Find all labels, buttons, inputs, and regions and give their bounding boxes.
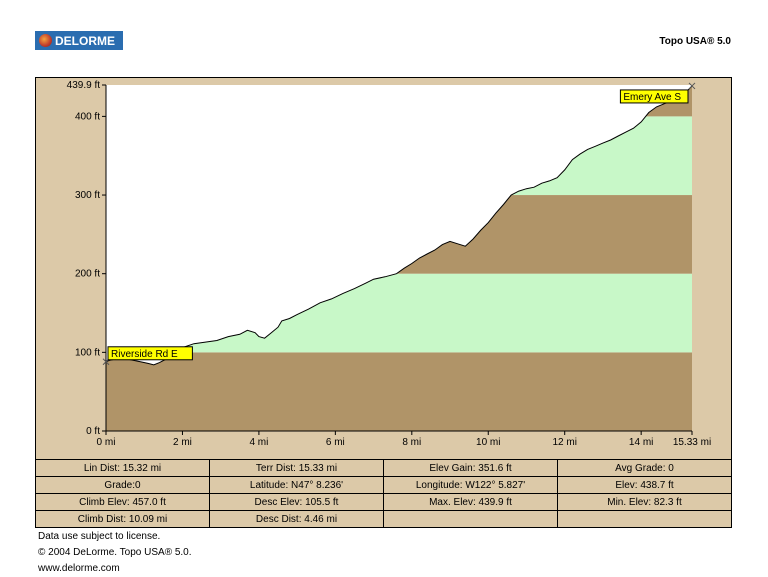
stats-table: Lin Dist: 15.32 mi Terr Dist: 15.33 mi E…	[35, 459, 732, 528]
stat-lin-dist: Lin Dist: 15.32 mi	[35, 459, 210, 477]
waypoint-label-box	[107, 346, 193, 361]
stats-row: Grade:0 Latitude: N47° 8.236' Longitude:…	[35, 476, 732, 494]
stat-latitude: Latitude: N47° 8.236'	[209, 476, 384, 494]
stats-row: Climb Elev: 457.0 ft Desc Elev: 105.5 ft…	[35, 493, 732, 511]
profile-svg: 0 ft 100 ft 200 ft 300 ft 400 ft 439.9 ft 0 mi…	[67, 80, 712, 448]
footer-copyright: © 2004 DeLorme. Topo USA® 5.0.	[38, 547, 192, 558]
waypoint-marker	[688, 82, 696, 90]
x-tick-label: 4 mi	[249, 437, 268, 448]
stat-elev-gain: Elev Gain: 351.6 ft	[383, 459, 558, 477]
y-tick-label: 200 ft	[75, 269, 100, 280]
stat-elev: Elev: 438.7 ft	[557, 476, 732, 494]
stat-empty	[383, 510, 558, 528]
stat-avg-grade: Avg Grade: 0	[557, 459, 732, 477]
globe-icon	[39, 34, 52, 47]
y-tick-label: 439.9 ft	[67, 80, 101, 91]
x-tick-label: 2 mi	[173, 437, 192, 448]
stat-climb-dist: Climb Dist: 10.09 mi	[35, 510, 210, 528]
x-tick-label: 8 mi	[402, 437, 421, 448]
stat-desc-dist: Desc Dist: 4.46 mi	[209, 510, 384, 528]
x-tick-label: 12 mi	[552, 437, 576, 448]
x-tick-label: 0 mi	[97, 437, 116, 448]
elevation-band	[106, 352, 692, 431]
waypoint-label: Emery Ave S	[623, 92, 681, 103]
stat-longitude: Longitude: W122° 5.827'	[383, 476, 558, 494]
stats-row: Climb Dist: 10.09 mi Desc Dist: 4.46 mi	[35, 510, 732, 528]
x-tick-label: 14 mi	[629, 437, 653, 448]
stats-row: Lin Dist: 15.32 mi Terr Dist: 15.33 mi E…	[35, 459, 732, 477]
waypoint-label: Riverside Rd E	[111, 349, 178, 360]
x-tick-label: 15.33 mi	[673, 437, 711, 448]
y-tick-label: 100 ft	[75, 347, 100, 358]
stat-desc-elev: Desc Elev: 105.5 ft	[209, 493, 384, 511]
logo-text: DELORME	[55, 33, 115, 48]
x-tick-label: 6 mi	[326, 437, 345, 448]
elevation-profile-line	[105, 85, 693, 366]
stat-empty	[557, 510, 732, 528]
y-tick-label: 0 ft	[86, 426, 100, 437]
waypoint-label-box	[619, 89, 689, 104]
x-tick-label: 10 mi	[476, 437, 500, 448]
app-title: Topo USA® 5.0	[659, 36, 731, 47]
footer-website[interactable]: www.delorme.com	[38, 563, 120, 574]
delorme-logo: DELORME	[35, 31, 123, 50]
stat-max-elev: Max. Elev: 439.9 ft	[383, 493, 558, 511]
y-tick-label: 300 ft	[75, 190, 100, 201]
stat-min-elev: Min. Elev: 82.3 ft	[557, 493, 732, 511]
stat-grade: Grade:0	[35, 476, 210, 494]
footer-license: Data use subject to license.	[38, 531, 161, 542]
stat-climb-elev: Climb Elev: 457.0 ft	[35, 493, 210, 511]
elevation-profile-chart: 0 ft 100 ft 200 ft 300 ft 400 ft 439.9 ft 0 mi…	[35, 77, 732, 460]
y-tick-label: 400 ft	[75, 111, 100, 122]
stat-terr-dist: Terr Dist: 15.33 mi	[209, 459, 384, 477]
